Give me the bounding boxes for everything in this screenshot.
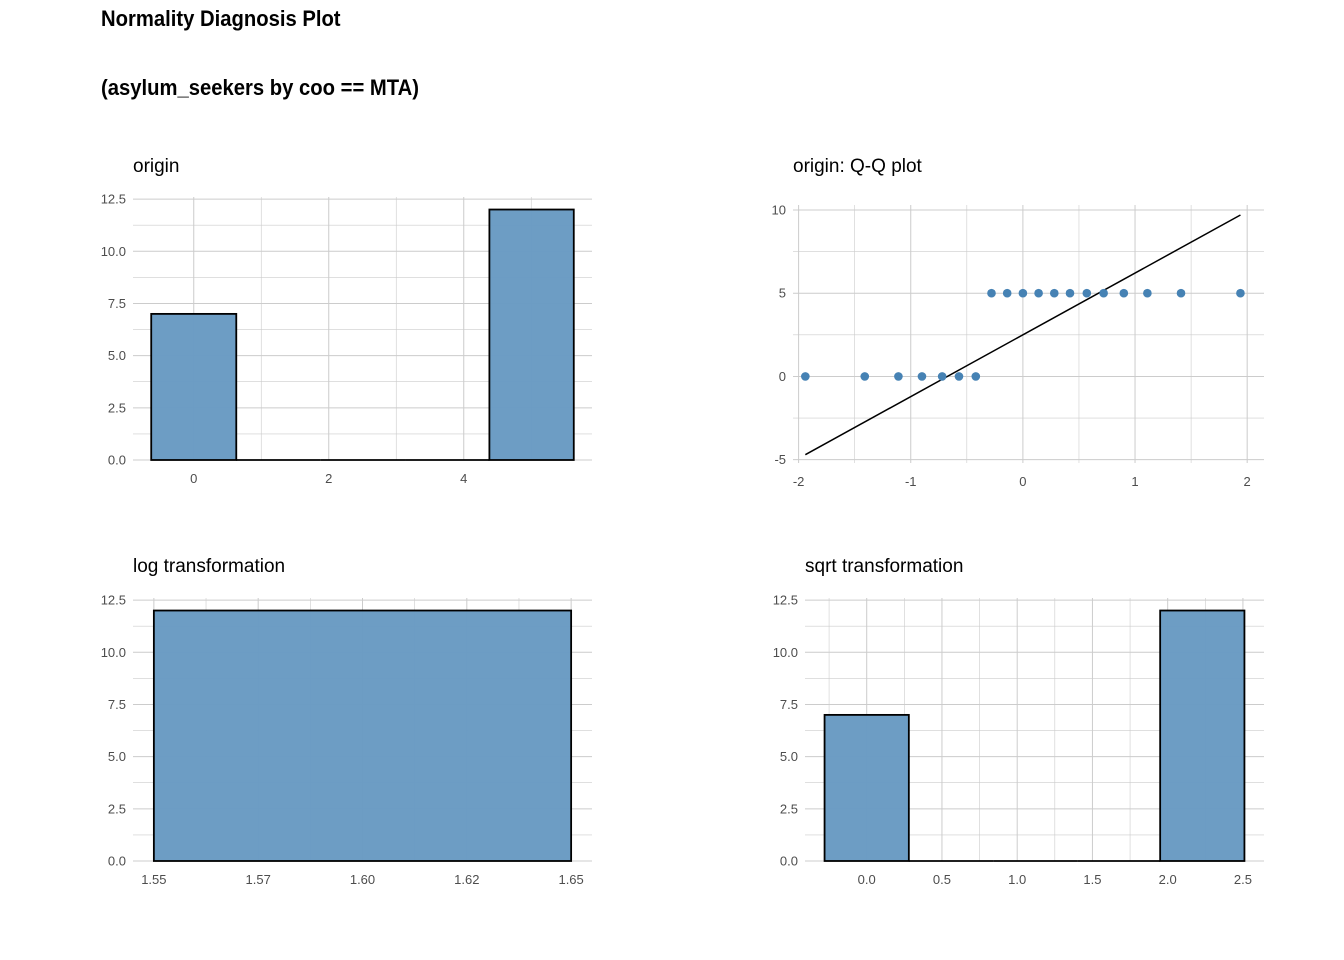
- histogram-bar: [488, 208, 575, 461]
- y-tick-label: 12.5: [773, 593, 798, 608]
- qq-reference-line: [804, 214, 1241, 456]
- panel-log: log transformation 0.0 2.5 5.0 7.5 10.0 12.5 1.…: [101, 556, 592, 887]
- y-tick-label: 10: [772, 202, 786, 217]
- qq-point: [1049, 288, 1059, 298]
- figure-subtitle: (asylum_seekers by coo == MTA): [101, 75, 419, 100]
- qq-point: [937, 372, 947, 381]
- y-tick-label: 7.5: [780, 697, 798, 712]
- qq-point: [860, 372, 870, 381]
- histogram-bar: [152, 609, 573, 862]
- y-tick-label: 12.5: [101, 192, 126, 207]
- y-tick-label: 2.5: [780, 801, 798, 816]
- y-tick-label: 7.5: [108, 697, 126, 712]
- x-tick-label: 1.55: [141, 872, 166, 887]
- y-tick-label: 2.5: [108, 801, 126, 816]
- y-tick-label: 0.0: [780, 854, 798, 869]
- y-tick-label: 0.0: [108, 453, 126, 468]
- y-tick-label: 10.0: [101, 645, 126, 660]
- y-tick-label: 5.0: [108, 749, 126, 764]
- y-tick-label: 10.0: [101, 244, 126, 259]
- panel-qq: origin: Q-Q plot -5 0 5 10 -2 -1 0 1 2: [772, 156, 1264, 489]
- qq-point: [987, 288, 996, 298]
- x-tick-label: 0.5: [933, 872, 951, 887]
- x-tick-label: -1: [905, 474, 917, 489]
- x-tick-label: 2: [325, 471, 332, 486]
- qq-point: [1018, 288, 1028, 298]
- qq-point: [1119, 288, 1129, 298]
- y-tick-label: 12.5: [101, 593, 126, 608]
- qq-point: [1034, 288, 1043, 298]
- histogram-bar: [823, 713, 910, 862]
- x-tick-label: -2: [793, 474, 805, 489]
- y-tick-label: 0.0: [108, 854, 126, 869]
- y-tick-label: 5: [779, 286, 786, 301]
- x-tick-label: 2.0: [1159, 872, 1177, 887]
- panel-origin: origin 0.0 2.5 5.0 7.5 10.0 12.5 0 2 4: [101, 156, 592, 486]
- y-tick-label: 5.0: [780, 749, 798, 764]
- x-tick-label: 1.57: [246, 872, 271, 887]
- y-tick-label: 0: [779, 369, 786, 384]
- qq-point: [801, 372, 810, 381]
- x-tick-label: 4: [460, 471, 467, 486]
- qq-point: [1099, 288, 1108, 298]
- x-tick-label: 1.5: [1083, 872, 1101, 887]
- x-tick-label: 1: [1131, 474, 1138, 489]
- y-tick-label: -5: [774, 452, 786, 467]
- figure-title: Normality Diagnosis Plot: [101, 6, 341, 31]
- qq-point: [1065, 288, 1075, 298]
- qq-point: [1002, 288, 1012, 298]
- panel-sqrt: sqrt transformation 0.0 2.5 5.0 7.5 10.0 12.5 0…: [773, 556, 1264, 887]
- qq-point: [1143, 288, 1152, 298]
- qq-point: [1176, 288, 1186, 298]
- x-tick-label: 1.0: [1008, 872, 1026, 887]
- y-tick-label: 5.0: [108, 348, 126, 363]
- panel-title: origin: Q-Q plot: [793, 156, 923, 177]
- x-tick-label: 2: [1244, 474, 1251, 489]
- qq-point: [1236, 288, 1245, 298]
- qq-point: [917, 372, 927, 381]
- x-tick-label: 0.0: [858, 872, 876, 887]
- x-tick-label: 1.65: [558, 872, 583, 887]
- panel-title: log transformation: [133, 556, 285, 577]
- qq-point: [894, 372, 903, 381]
- x-tick-label: 2.5: [1234, 872, 1252, 887]
- y-tick-label: 2.5: [108, 400, 126, 415]
- minor-gridlines: [793, 205, 1264, 463]
- y-tick-label: 7.5: [108, 296, 126, 311]
- x-tick-label: 0: [190, 471, 197, 486]
- y-tick-label: 10.0: [773, 645, 798, 660]
- major-gridlines: [793, 205, 1264, 463]
- x-tick-label: 1.62: [454, 872, 479, 887]
- histogram-bar: [1159, 609, 1246, 862]
- x-tick-label: 0: [1019, 474, 1026, 489]
- qq-point: [954, 372, 964, 381]
- qq-point: [971, 372, 981, 381]
- panel-title: origin: [133, 156, 179, 177]
- qq-point: [1082, 288, 1092, 298]
- panel-title: sqrt transformation: [805, 556, 963, 577]
- histogram-bar: [150, 312, 238, 461]
- x-tick-label: 1.60: [350, 872, 375, 887]
